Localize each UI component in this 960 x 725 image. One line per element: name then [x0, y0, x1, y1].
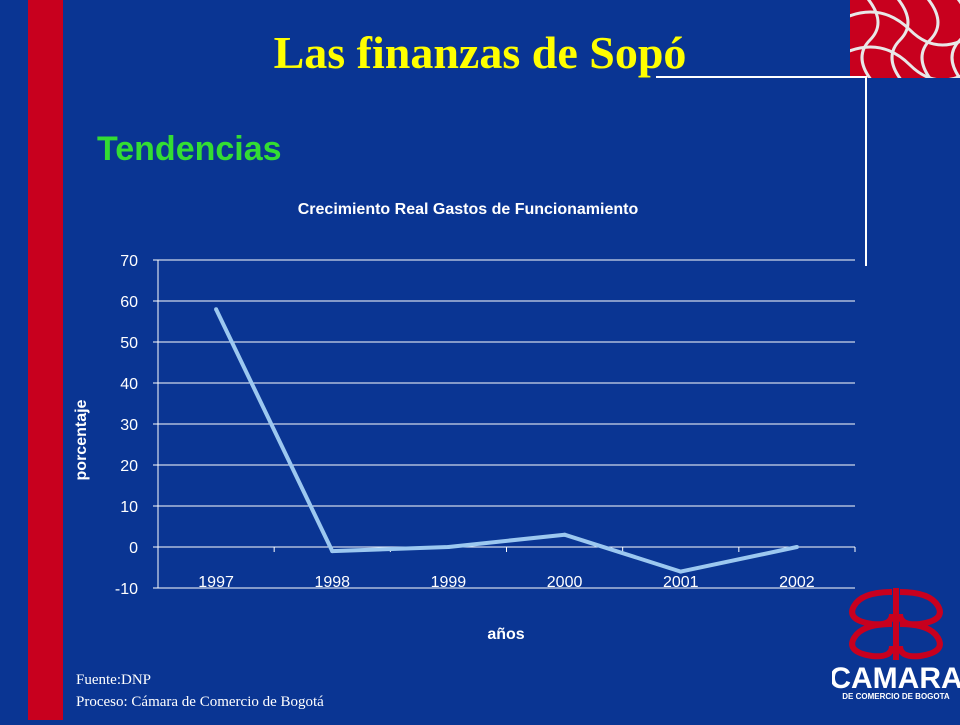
data-point [794, 545, 799, 549]
decorative-vertical-line [865, 76, 867, 266]
logo-tagline: DE COMERCIO DE BOGOTA [842, 692, 950, 701]
data-point [214, 307, 219, 312]
slide-title: Las finanzas de Sopó [273, 27, 687, 78]
x-tick-label: 1998 [314, 574, 350, 591]
x-tick-label: 1999 [431, 574, 467, 591]
x-tick-label: 2001 [663, 574, 699, 591]
data-point [678, 569, 683, 574]
y-axis-label: porcentaje [73, 399, 90, 480]
process-text: Proceso: Cámara de Comercio de Bogotá [76, 694, 324, 710]
data-point [446, 545, 451, 549]
x-tick-label: 1997 [198, 574, 234, 591]
y-tick-label: 50 [120, 335, 138, 352]
y-axis-ticks: -10 0 10 20 30 40 50 60 70 [115, 253, 138, 598]
y-tick-label: 30 [120, 417, 138, 434]
y-tick-label: 10 [120, 499, 138, 516]
x-axis-label: años [487, 626, 524, 643]
title-underline [656, 76, 866, 78]
y-tick-label: 20 [120, 458, 138, 475]
y-tick-label: -10 [115, 581, 138, 598]
y-tick-label: 70 [120, 253, 138, 270]
x-tick-label: 2000 [547, 574, 583, 591]
y-tick-label: 0 [129, 540, 138, 557]
series-line [214, 308, 798, 574]
chart-grid [153, 259, 856, 589]
x-axis-ticks: 1997 1998 1999 2000 2001 2002 [198, 574, 815, 591]
camara-logo-symbol [849, 588, 943, 660]
slide-subtitle: Tendencias [97, 130, 282, 168]
logo-name: CAMARA [832, 662, 960, 695]
camara-logo: CAMARA DE COMERCIO DE BOGOTA [829, 584, 960, 720]
source-text: Fuente:DNP [76, 672, 151, 688]
chart-series [214, 307, 799, 574]
y-tick-label: 40 [120, 376, 138, 393]
data-point [330, 549, 335, 554]
logo-pattern-top [850, 0, 960, 78]
x-tick-label: 2002 [779, 574, 815, 591]
data-point [562, 532, 567, 537]
red-side-strip [28, 0, 63, 720]
chart-title: Crecimiento Real Gastos de Funcionamient… [298, 201, 639, 218]
y-tick-label: 60 [120, 294, 138, 311]
